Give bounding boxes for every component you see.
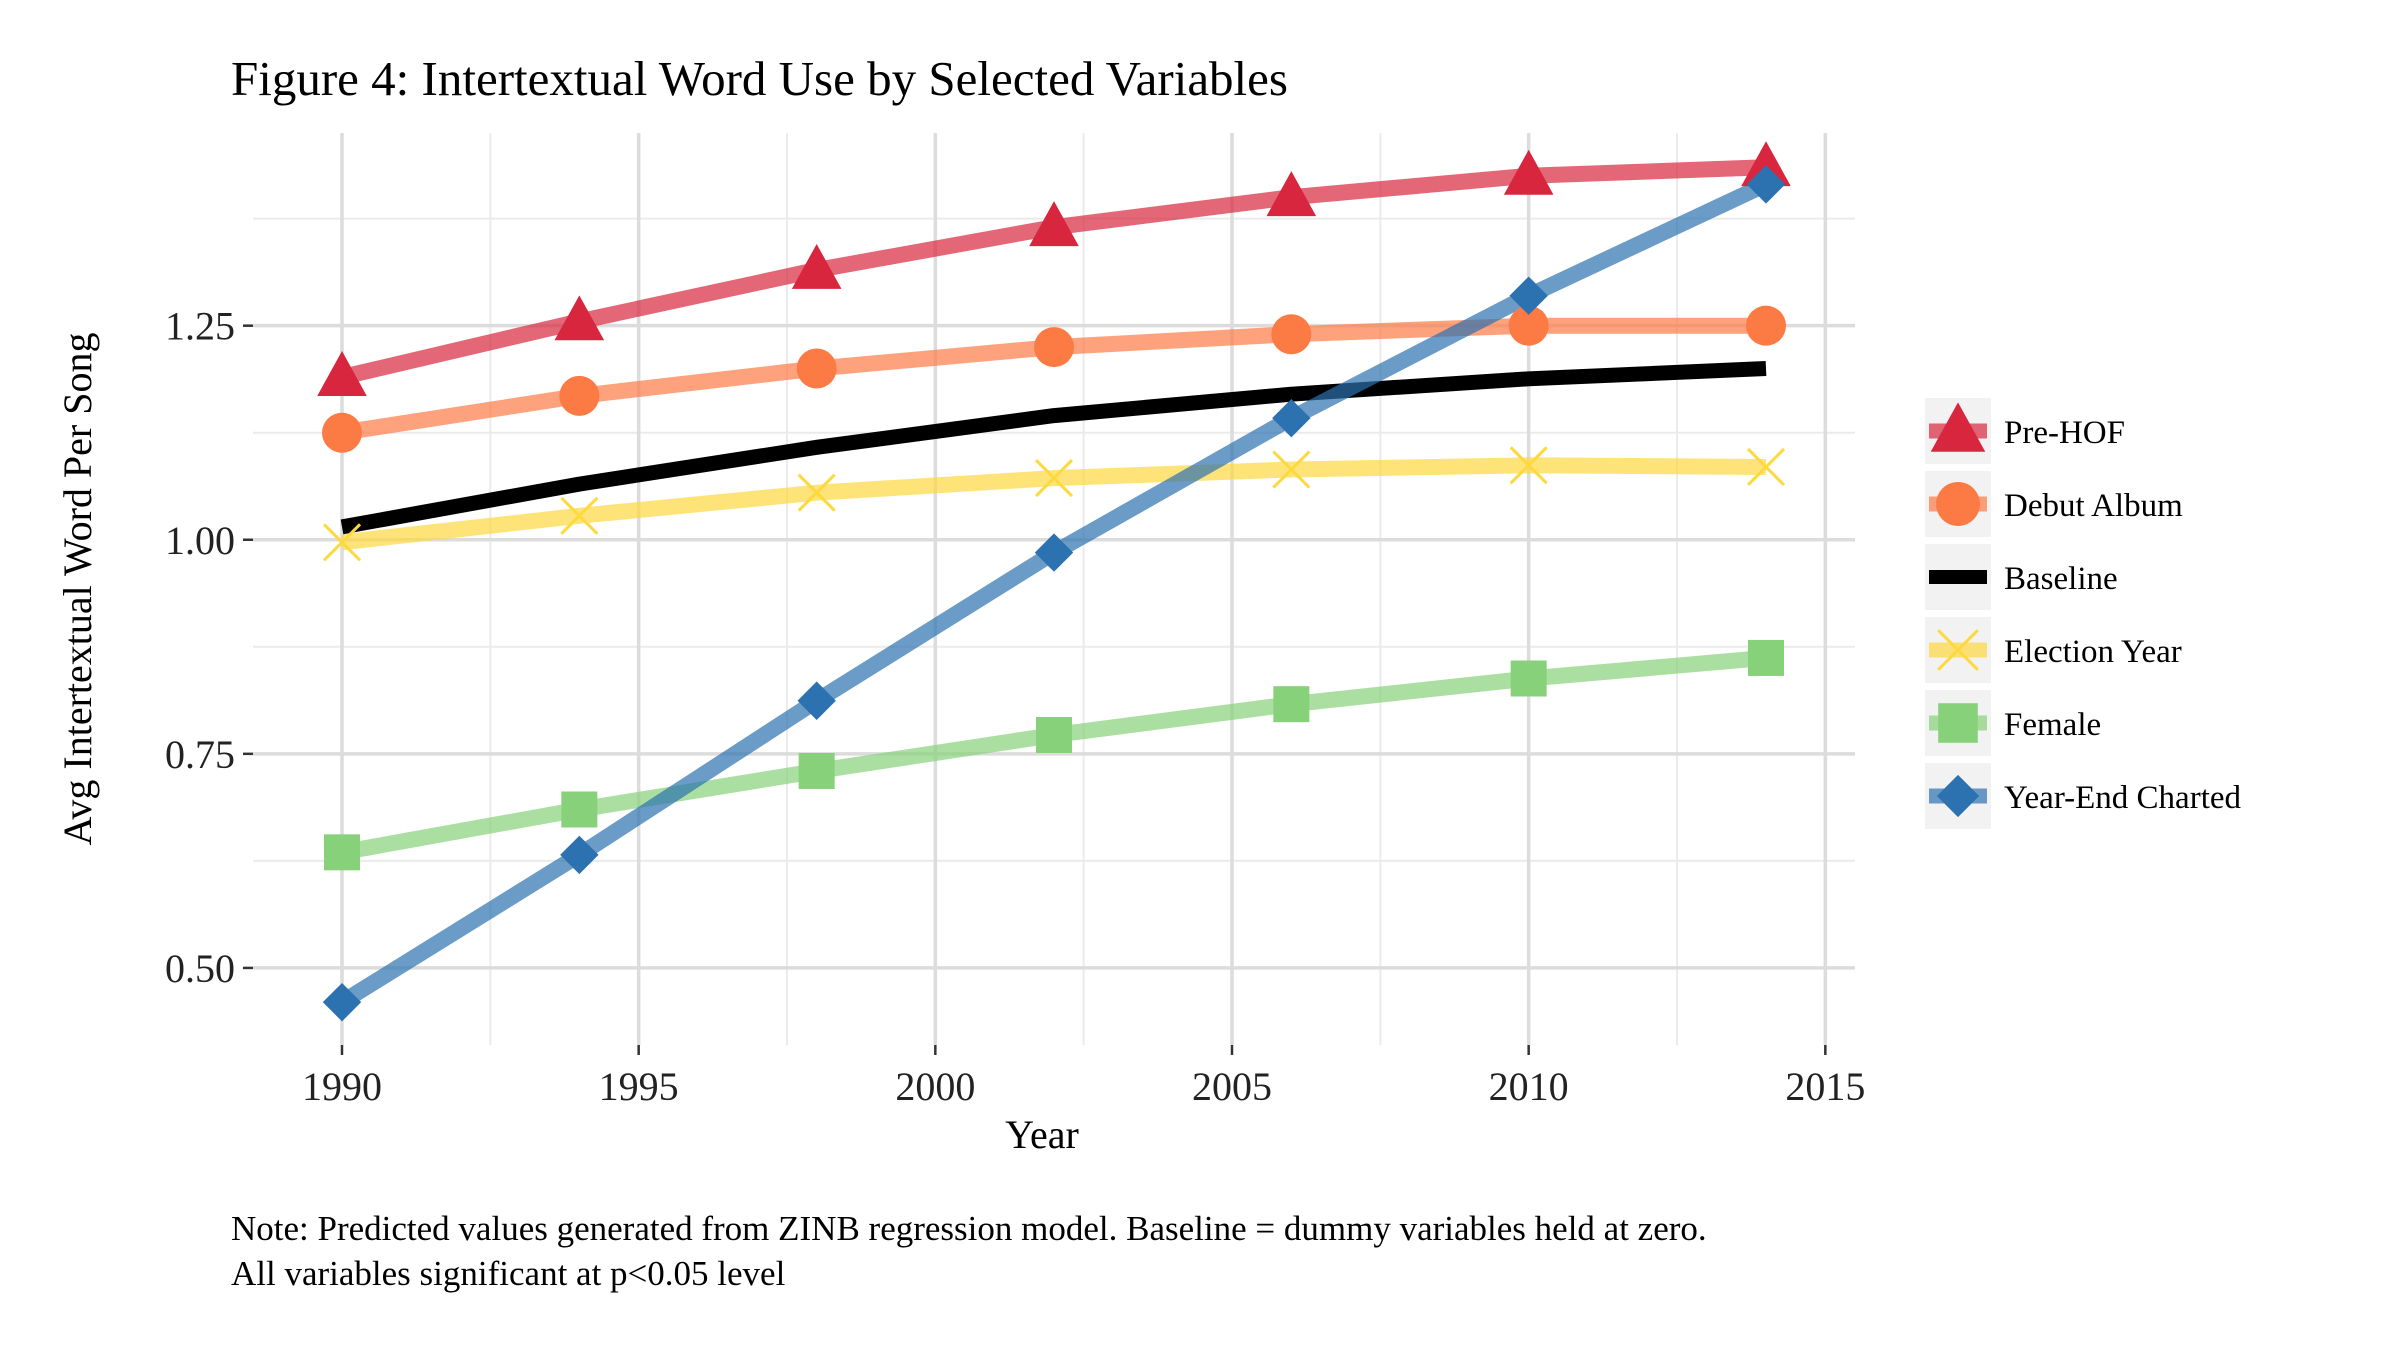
y-tick-label: 1.00 xyxy=(165,518,235,563)
x-tick-label: 2010 xyxy=(1489,1064,1569,1109)
point-year-end-charted xyxy=(1272,398,1311,438)
legend-item-baseline: Baseline xyxy=(1925,544,2118,610)
point-debut-album xyxy=(1271,314,1312,355)
point-debut-album xyxy=(1508,305,1549,346)
point-debut-album xyxy=(559,375,600,416)
point-election-year xyxy=(1034,459,1074,498)
point-year-end-charted xyxy=(322,982,362,1022)
point-female xyxy=(1748,639,1784,676)
x-tick-label: 2000 xyxy=(895,1064,975,1109)
point-pre-hof xyxy=(791,243,842,289)
legend-item-debut-album: Debut Album xyxy=(1925,471,2183,537)
x-tick-label: 2005 xyxy=(1192,1064,1272,1109)
point-debut-album xyxy=(796,348,837,389)
plot-panel: 1990 1995 2000 2005 2010 2015 0.50 0.75 1.00 1.25 xyxy=(165,133,1865,1109)
point-election-year xyxy=(322,523,362,562)
figure-note-line-1: Note: Predicted values generated from ZI… xyxy=(231,1209,1707,1248)
legend-key-marker xyxy=(1936,482,1980,526)
point-female xyxy=(324,834,360,871)
legend-item-election-year: Election Year xyxy=(1925,617,2182,683)
point-debut-album xyxy=(1034,327,1074,368)
point-year-end-charted xyxy=(560,835,599,875)
legend-label: Baseline xyxy=(2004,561,2118,597)
legend-label: Election Year xyxy=(2004,634,2182,670)
point-pre-hof xyxy=(554,295,605,341)
series-markers xyxy=(317,141,1791,1022)
y-tick-label: 0.75 xyxy=(165,732,235,777)
x-tick-label: 1990 xyxy=(302,1064,382,1109)
legend-item-female: Female xyxy=(1925,690,2101,756)
y-tick-label: 1.25 xyxy=(165,304,235,349)
point-pre-hof xyxy=(317,351,367,396)
legend-key-marker xyxy=(1938,703,1978,743)
legend-label: Year-End Charted xyxy=(2004,780,2242,816)
point-year-end-charted xyxy=(797,681,836,720)
point-election-year xyxy=(560,496,599,535)
legend-key-marker xyxy=(1937,629,1979,671)
point-debut-album xyxy=(1746,305,1786,346)
point-female xyxy=(1273,686,1310,723)
point-debut-album xyxy=(322,412,362,453)
point-year-end-charted xyxy=(1034,533,1074,572)
point-year-end-charted xyxy=(1746,165,1786,204)
legend-item-year-end-charted: Year-End Charted xyxy=(1925,763,2242,829)
point-female xyxy=(1036,717,1072,754)
point-pre-hof xyxy=(1029,201,1079,247)
point-female xyxy=(1510,660,1547,697)
y-tick-label: 0.50 xyxy=(165,946,235,991)
series-line-baseline xyxy=(340,361,1767,535)
point-pre-hof xyxy=(1266,171,1317,217)
point-year-end-charted xyxy=(1509,276,1548,315)
point-election-year xyxy=(797,473,836,512)
point-pre-hof xyxy=(1741,141,1791,187)
x-tick-label: 2015 xyxy=(1785,1064,1865,1109)
point-election-year xyxy=(1272,450,1311,489)
point-female xyxy=(798,752,835,789)
legend-key-marker xyxy=(1936,774,1980,818)
legend-label: Pre-HOF xyxy=(2004,415,2125,451)
axes: 1990 1995 2000 2005 2010 2015 0.50 0.75 1.00 1.25 xyxy=(165,304,1865,1109)
legend-label: Debut Album xyxy=(2004,488,2183,524)
legend-label: Female xyxy=(2004,707,2101,743)
legend-item-pre-hof: Pre-HOF xyxy=(1925,398,2125,464)
x-axis-title: Year xyxy=(1005,1112,1079,1157)
chart-title: Figure 4: Intertextual Word Use by Selec… xyxy=(231,51,1288,106)
point-election-year xyxy=(1746,447,1786,487)
legend-key-marker xyxy=(1930,402,1986,452)
point-pre-hof xyxy=(1503,149,1554,195)
figure-note-line-2: All variables significant at p<0.05 leve… xyxy=(231,1254,786,1293)
y-axis-title: Avg Intertextual Word Per Song xyxy=(55,333,100,846)
point-election-year xyxy=(1509,446,1548,485)
x-tick-label: 1995 xyxy=(599,1064,679,1109)
legend: Pre-HOF Debut Album Baseline Election Year F… xyxy=(1925,398,2242,829)
point-female xyxy=(561,791,598,828)
